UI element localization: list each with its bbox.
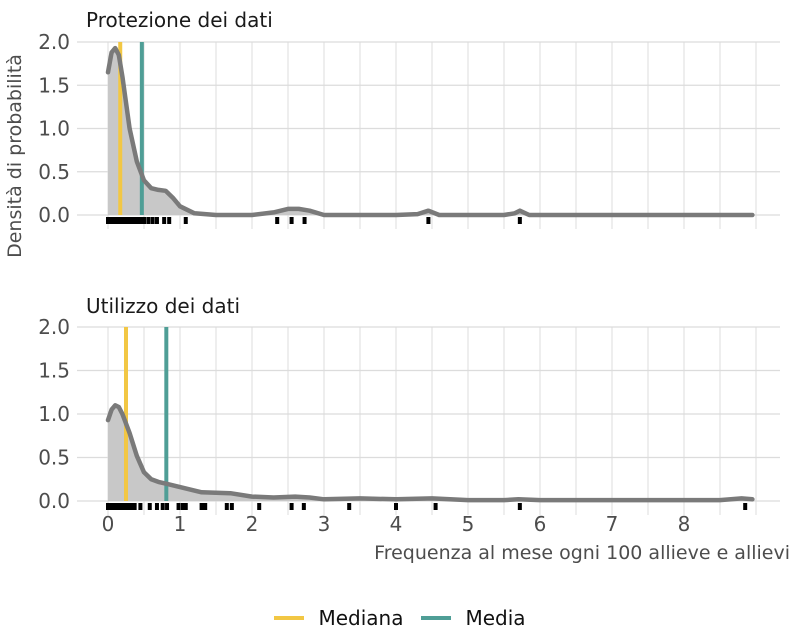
density-curve xyxy=(105,45,755,218)
y-tick-label: 0.0 xyxy=(38,489,70,513)
rug-marks xyxy=(106,217,522,224)
x-tick-label: 1 xyxy=(174,512,187,536)
x-tick-label: 2 xyxy=(246,512,259,536)
y-tick-label: 2.0 xyxy=(38,315,70,339)
panel-protezione-dei-dati: Protezione dei dati 2.0 1.5 1.0 0.5 0.0 xyxy=(38,8,780,229)
density-area xyxy=(108,48,753,215)
y-tick-label: 1.0 xyxy=(38,402,70,426)
x-tick-label: 7 xyxy=(606,512,619,536)
legend-item-mean: Media xyxy=(421,606,526,630)
x-tick-label: 6 xyxy=(534,512,547,536)
mean-line-swatch xyxy=(421,616,452,620)
legend-item-median: Mediana xyxy=(274,606,403,630)
x-tick-label: 5 xyxy=(462,512,475,536)
rug-marks xyxy=(106,503,748,510)
x-axis-label: Frequenza al mese ogni 100 allieve e all… xyxy=(374,542,790,564)
x-tick-label: 4 xyxy=(390,512,403,536)
y-tick-label: 1.5 xyxy=(38,73,70,97)
y-axis-label: Densità di probabilità xyxy=(4,54,26,258)
x-tick-label: 8 xyxy=(678,512,691,536)
legend-label: Mediana xyxy=(318,606,404,630)
density-chart: Protezione dei dati 2.0 1.5 1.0 0.5 0.0 Util… xyxy=(4,8,790,564)
panel-title: Utilizzo dei dati xyxy=(86,294,240,318)
density-area xyxy=(108,405,753,501)
legend: Mediana Media xyxy=(0,600,800,636)
median-line-swatch xyxy=(274,616,305,620)
y-tick-label: 2.0 xyxy=(38,30,70,54)
x-tick-label: 3 xyxy=(318,512,331,536)
density-curve xyxy=(105,403,755,503)
panel-title: Protezione dei dati xyxy=(86,8,273,32)
y-tick-label: 1.5 xyxy=(38,359,70,383)
y-tick-label: 1.0 xyxy=(38,117,70,141)
y-tick-label: 0.5 xyxy=(38,160,70,184)
y-tick-label: 0.0 xyxy=(38,203,70,227)
legend-label: Media xyxy=(465,606,526,630)
x-tick-label: 0 xyxy=(102,512,115,536)
y-tick-label: 0.5 xyxy=(38,446,70,470)
gridlines xyxy=(77,41,780,229)
panel-utilizzo-dei-dati: Utilizzo dei dati 2.0 1.5 1.0 0.5 0.0 0 1 2 3 4 5 6… xyxy=(38,294,780,536)
